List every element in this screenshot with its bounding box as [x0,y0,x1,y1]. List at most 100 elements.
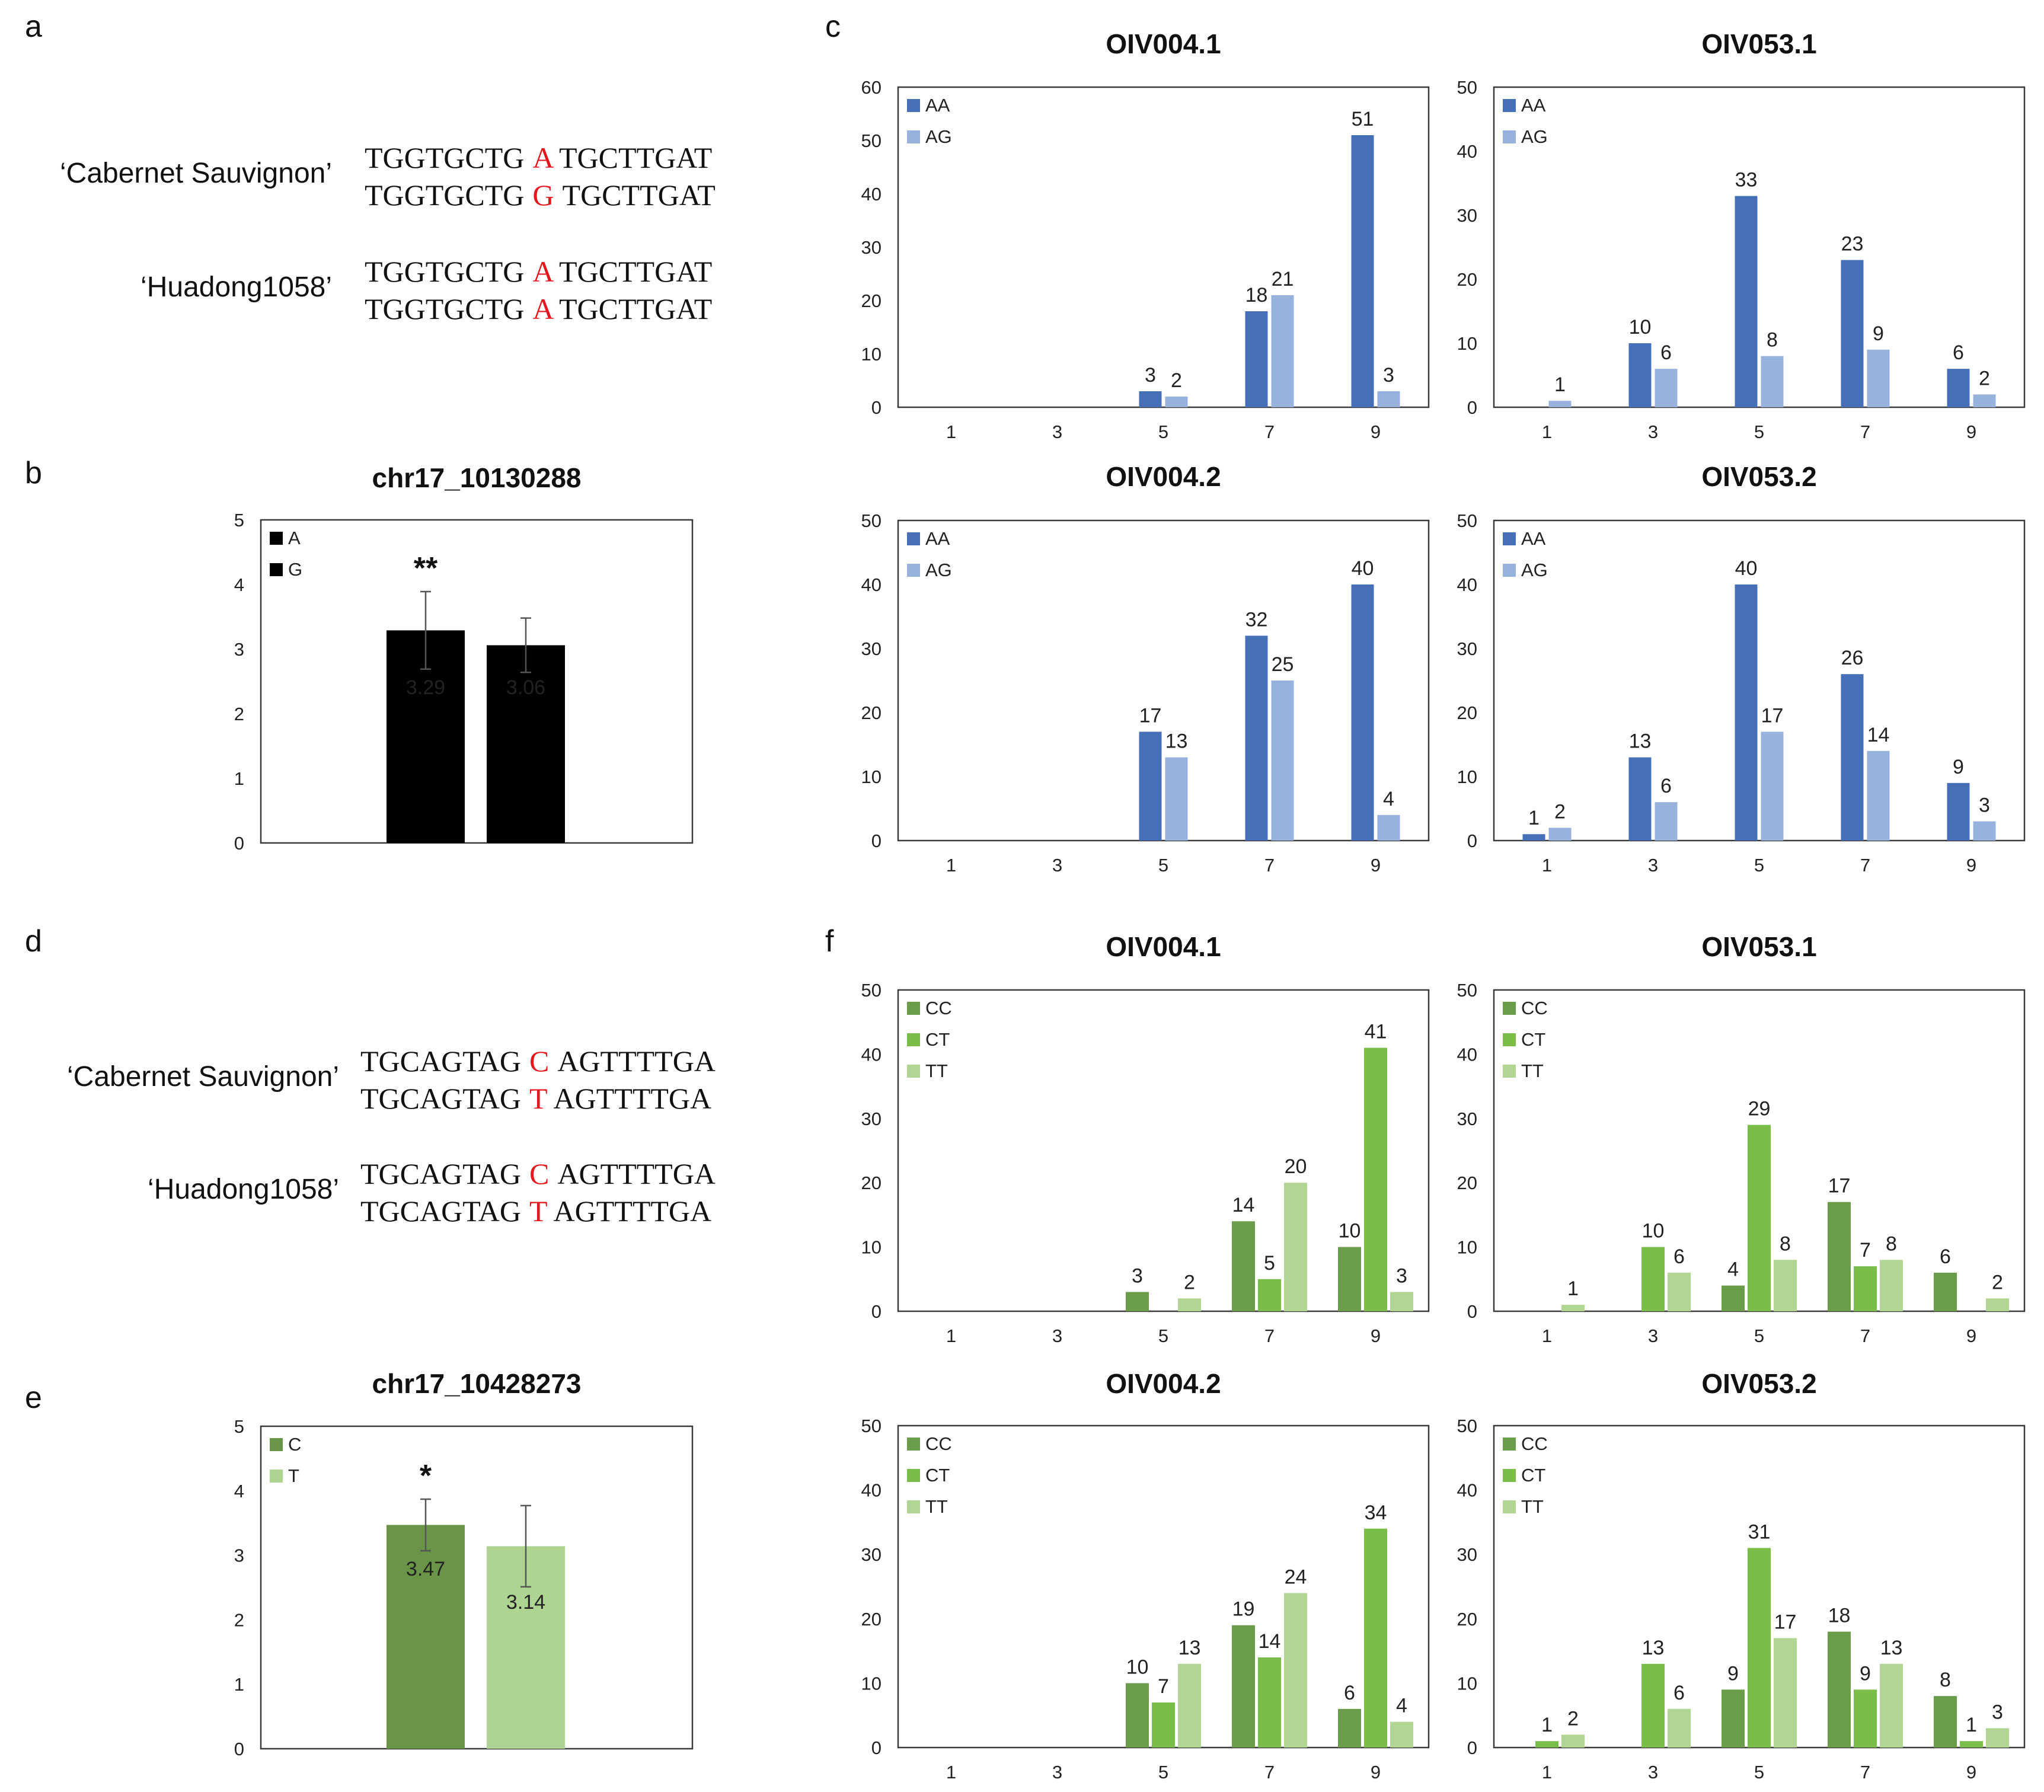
bar-AA [1735,584,1758,841]
bar-CC [1232,1221,1255,1311]
legend-label: T [288,1465,299,1486]
chart-f-oiv004-1: OIV004.1 0 10 20 30 40 50 CC CT TT 1 3 5 3 2 7 14 5 20 9 10 4… [861,931,1430,1346]
bar-TT [1986,1298,2009,1311]
bar-CT [1258,1657,1281,1748]
chart-title: OIV004.1 [1106,931,1221,962]
x-tick-label: 7 [1264,1325,1275,1346]
legend-label: AG [925,126,952,147]
legend-swatch [907,99,920,112]
x-tick-label: 7 [1264,1762,1275,1783]
data-label: 29 [1748,1098,1771,1120]
y-tick-label: 20 [861,290,882,311]
data-label: 2 [1992,1271,2003,1293]
bar-AG [1655,369,1678,407]
legend-swatch [1503,1500,1516,1513]
x-tick-label: 7 [1860,421,1870,442]
chart-title: OIV004.1 [1106,28,1221,59]
legend-swatch [907,1469,920,1482]
data-label: 51 [1352,108,1374,130]
cultivar-label: ‘Huadong1058’ [140,271,332,303]
bar-CT [1535,1741,1558,1748]
legend-label: TT [925,1060,948,1081]
y-tick-label: 50 [861,510,882,531]
bar-TT [1390,1292,1413,1311]
y-tick-label: 10 [1457,333,1477,354]
bar-AA [1351,135,1374,407]
y-tick-label: 4 [234,1481,244,1502]
y-tick-label: 3 [234,1545,244,1566]
x-tick-label: 5 [1754,421,1764,442]
bar-TT [1668,1708,1691,1748]
bar-AA [1351,584,1374,841]
legend-label: TT [1521,1496,1544,1517]
bar-TT [1178,1663,1201,1748]
y-tick-label: 30 [861,1109,882,1129]
plot-frame [897,86,1430,408]
y-tick-label: 30 [1457,1544,1477,1565]
data-label: 34 [1365,1502,1387,1524]
bar-AG [1761,732,1784,841]
bar-AA [1735,196,1758,407]
legend-label: AG [925,560,952,580]
bar-AG [1655,802,1678,841]
data-label: 5 [1264,1252,1275,1274]
y-tick-label: 30 [861,237,882,258]
data-label: 8 [1940,1669,1951,1691]
y-tick-label: 40 [861,1480,882,1501]
data-label: 8 [1886,1232,1897,1255]
bar-AG [1271,295,1294,407]
x-tick-label: 9 [1966,855,1976,876]
panel-letter-b: b [25,456,42,490]
bar-CT [1748,1548,1771,1748]
x-tick-label: 1 [1542,1325,1552,1346]
sequence-row: TGGTGCTG A TGCTTGAT [365,255,712,288]
chart-title: OIV004.2 [1106,1368,1221,1399]
bar-AA [1245,635,1268,841]
y-tick-label: 0 [871,830,882,851]
data-label: 9 [1953,756,1964,778]
plot-frame [260,519,694,844]
legend-swatch [270,532,283,545]
bar-TT [1178,1298,1201,1311]
legend-swatch [907,1065,920,1078]
bar-CT [1364,1047,1387,1311]
bar-CC [1126,1292,1149,1311]
bar-CT [1641,1247,1665,1311]
legend-label: A [288,528,301,548]
bar-TT [1561,1305,1585,1311]
data-label: 3 [1383,364,1394,386]
legend-swatch [907,1002,920,1015]
x-tick-label: 9 [1966,421,1976,442]
legend-swatch [907,564,920,577]
y-tick-label: 40 [861,1044,882,1065]
x-tick-label: 3 [1052,1325,1062,1346]
legend-swatch [1503,1065,1516,1078]
y-tick-label: 20 [1457,1173,1477,1193]
bar-CC [1722,1285,1745,1311]
bar-AG [1377,391,1400,407]
data-label: 6 [1660,775,1672,797]
data-label: 4 [1396,1695,1407,1717]
y-tick-label: 20 [861,702,882,723]
x-tick-label: 1 [1542,855,1552,876]
bar-CC [1934,1696,1957,1748]
bar-AA [1841,260,1864,407]
x-tick-label: 7 [1860,1325,1870,1346]
legend-label: CC [925,1433,952,1454]
legend-label: AA [925,95,950,116]
mean-label: 3.14 [506,1591,545,1614]
y-tick-label: 2 [234,1609,244,1630]
y-tick-label: 10 [861,766,882,787]
data-label: 4 [1383,788,1394,810]
cultivar-label: ‘Huadong1058’ [148,1174,339,1205]
legend-label: CC [1521,998,1548,1018]
bar-CC [1828,1631,1851,1748]
y-tick-label: 0 [1467,397,1477,418]
legend-label: TT [1521,1060,1544,1081]
y-tick-label: 30 [861,638,882,659]
legend-swatch [1503,130,1516,143]
